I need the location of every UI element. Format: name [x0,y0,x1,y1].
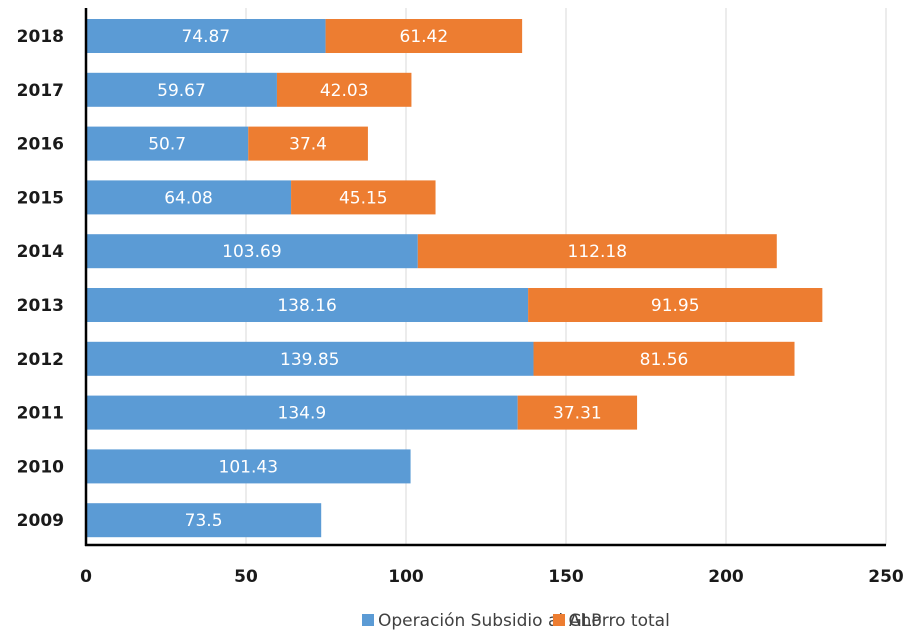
data-label-2018-series-0: 74.87 [181,27,230,47]
data-label-2011-series-1: 37.31 [553,404,602,424]
y-tick-2011: 2011 [17,404,64,424]
data-label-2010-series-0: 101.43 [219,457,278,477]
x-tick-50: 50 [234,567,258,587]
data-label-2009-series-0: 73.5 [185,511,223,531]
y-tick-2015: 2015 [17,188,64,208]
legend-label-1: Ahorro total [569,611,670,631]
data-label-2014-series-0: 103.69 [222,242,281,262]
data-label-2012-series-0: 139.85 [280,350,339,370]
bar-2011-series-0 [86,395,518,430]
y-tick-2016: 2016 [17,135,64,155]
y-tick-2009: 2009 [17,511,64,531]
x-tick-100: 100 [388,567,424,587]
data-label-2015-series-0: 64.08 [164,188,213,208]
bar-2010-series-0 [86,449,411,484]
bar-2012-series-1 [533,341,795,376]
data-label-2013-series-0: 138.16 [277,296,336,316]
y-tick-2018: 2018 [17,27,64,47]
data-label-2015-series-1: 45.15 [339,188,388,208]
bar-2014-series-0 [86,234,418,269]
bar-2016-series-1 [248,126,368,161]
data-label-2017-series-1: 42.03 [320,81,369,101]
legend-swatch-0 [362,614,374,626]
y-tick-2013: 2013 [17,296,64,316]
bar-2009-series-0 [86,503,322,538]
bar-2018-series-1 [325,19,523,53]
bar-2014-series-1 [417,234,777,269]
bar-2011-series-1 [517,395,638,430]
bar-2017-series-1 [276,72,412,107]
x-tick-150: 150 [548,567,584,587]
data-label-2012-series-1: 81.56 [640,350,689,370]
bar-labels: 73.5 101.43 134.9 37.31 139.85 81.56 138.16 91.… [148,27,699,531]
x-axis-ticks: 0 50 100 150 200 250 [80,567,904,587]
y-tick-2012: 2012 [17,350,64,370]
data-label-2017-series-0: 59.67 [157,81,206,101]
bar-2013-series-1 [528,288,823,322]
data-label-2013-series-1: 91.95 [651,296,700,316]
bar-2012-series-0 [86,341,534,376]
bars [86,19,823,538]
x-tick-0: 0 [80,567,92,587]
data-label-2016-series-1: 37.4 [289,135,327,155]
x-tick-200: 200 [708,567,744,587]
legend-label-0: Operación Subsidio al GLP [378,611,601,631]
bar-2013-series-0 [86,288,529,322]
bar-2015-series-0 [86,180,292,215]
y-axis-ticks: 2009 2010 2011 2012 2013 2014 2015 2016 2017 2018 [17,27,64,531]
bar-2015-series-1 [291,180,436,215]
y-tick-2017: 2017 [17,81,64,101]
bar-2018-series-0 [86,19,326,53]
bar-2017-series-0 [86,72,277,107]
data-label-2011-series-0: 134.9 [278,404,327,424]
x-tick-250: 250 [868,567,904,587]
data-label-2014-series-1: 112.18 [568,242,627,262]
y-tick-2010: 2010 [17,457,64,477]
data-label-2018-series-1: 61.42 [400,27,449,47]
bar-2016-series-0 [86,126,249,161]
legend-swatch-1 [553,614,565,626]
data-label-2016-series-0: 50.7 [148,135,186,155]
y-tick-2014: 2014 [17,242,64,262]
